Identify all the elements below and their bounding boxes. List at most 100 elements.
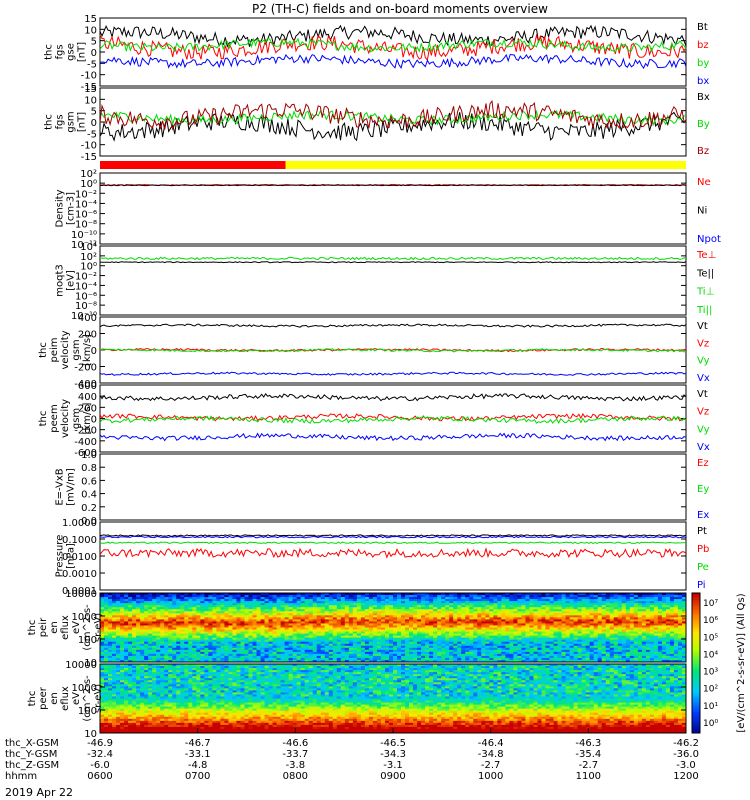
spec-cell <box>160 609 165 612</box>
spec-cell <box>160 633 165 637</box>
spec-cell <box>124 639 129 643</box>
spec-cell <box>256 615 261 618</box>
spec-cell <box>465 621 470 624</box>
spec-cell <box>272 629 278 632</box>
spec-cell <box>453 641 458 645</box>
spec-cell <box>160 635 165 639</box>
spec-cell <box>549 609 554 612</box>
spec-cell <box>569 595 575 598</box>
spec-cell <box>601 637 607 641</box>
spec-cell <box>613 645 619 649</box>
spec-cell <box>248 627 253 630</box>
spec-cell <box>477 655 482 659</box>
spec-cell <box>220 605 225 608</box>
spec-cell <box>252 639 257 643</box>
spec-cell <box>344 631 350 634</box>
spec-cell <box>521 659 526 663</box>
spec-cell <box>124 643 129 647</box>
spec-cell <box>348 597 354 600</box>
spec-cell <box>296 645 302 649</box>
spec-cell <box>364 655 370 659</box>
spec-cell <box>352 603 358 606</box>
spec-cell <box>212 635 217 639</box>
spec-cell <box>264 655 269 659</box>
spec-cell <box>364 643 370 647</box>
spec-cell <box>328 621 334 624</box>
spec-cell <box>553 609 558 612</box>
spec-cell <box>308 643 314 647</box>
series-bx <box>99 53 687 70</box>
spec-cell <box>136 609 141 612</box>
spec-cell <box>521 633 526 637</box>
spec-cell <box>609 615 615 618</box>
spec-cell <box>465 593 470 596</box>
spec-cell <box>533 599 538 602</box>
spec-cell <box>625 631 631 634</box>
spec-cell <box>204 625 209 628</box>
spec-cell <box>517 617 522 620</box>
spec-cell <box>124 659 129 663</box>
spec-cell <box>380 611 386 614</box>
spec-cell <box>308 653 314 657</box>
spec-cell <box>276 593 282 596</box>
spec-cell <box>344 635 350 639</box>
spec-cell <box>625 609 631 612</box>
spec-cell <box>280 623 286 626</box>
spec-cell <box>144 617 149 620</box>
spec-cell <box>216 639 221 643</box>
spec-cell <box>388 627 394 630</box>
y-tick-label: -15 <box>81 152 97 163</box>
spec-cell <box>164 625 169 628</box>
spec-cell <box>376 627 382 630</box>
spec-cell <box>553 597 558 600</box>
spec-cell <box>116 607 121 610</box>
spec-cell <box>288 649 294 653</box>
spec-cell <box>501 593 506 596</box>
spec-cell <box>180 651 185 655</box>
spec-cell <box>429 645 434 649</box>
spec-cell <box>304 593 310 596</box>
spec-cell <box>405 631 410 634</box>
spec-cell <box>569 629 575 632</box>
spec-cell <box>581 637 587 641</box>
spec-cell <box>597 629 603 632</box>
spec-cell <box>425 653 430 657</box>
spec-cell <box>272 611 278 614</box>
spec-cell <box>633 641 639 645</box>
spec-cell <box>384 593 390 596</box>
spec-cell <box>433 659 438 663</box>
spec-cell <box>469 623 474 626</box>
spec-cell <box>557 595 562 598</box>
spec-cell <box>597 623 603 626</box>
spec-cell <box>453 645 458 649</box>
spec-cell <box>413 627 418 630</box>
spec-cell <box>248 597 253 600</box>
spec-cell <box>236 609 241 612</box>
spec-cell <box>104 653 109 657</box>
spec-cell <box>148 629 153 632</box>
spec-cell <box>196 593 201 596</box>
spec-cell <box>328 647 334 651</box>
spec-cell <box>609 639 615 643</box>
spec-cell <box>224 611 229 614</box>
spec-cell <box>324 599 330 602</box>
spec-cell <box>565 595 571 598</box>
spec-cell <box>397 643 402 647</box>
spec-cell <box>260 627 265 630</box>
spec-cell <box>232 629 237 632</box>
spec-cell <box>288 597 294 600</box>
spec-cell <box>581 603 587 606</box>
legend-Vz: Vz <box>697 407 709 418</box>
spec-cell <box>120 633 125 637</box>
spec-cell <box>192 631 197 634</box>
spec-cell <box>328 615 334 618</box>
spec-cell <box>348 659 354 663</box>
spec-cell <box>617 633 623 637</box>
spec-cell <box>621 647 627 651</box>
spec-cell <box>397 629 402 632</box>
spec-cell <box>601 657 607 661</box>
spec-cell <box>549 611 554 614</box>
spec-cell <box>376 609 382 612</box>
spec-cell <box>417 643 422 647</box>
spec-cell <box>653 621 659 624</box>
